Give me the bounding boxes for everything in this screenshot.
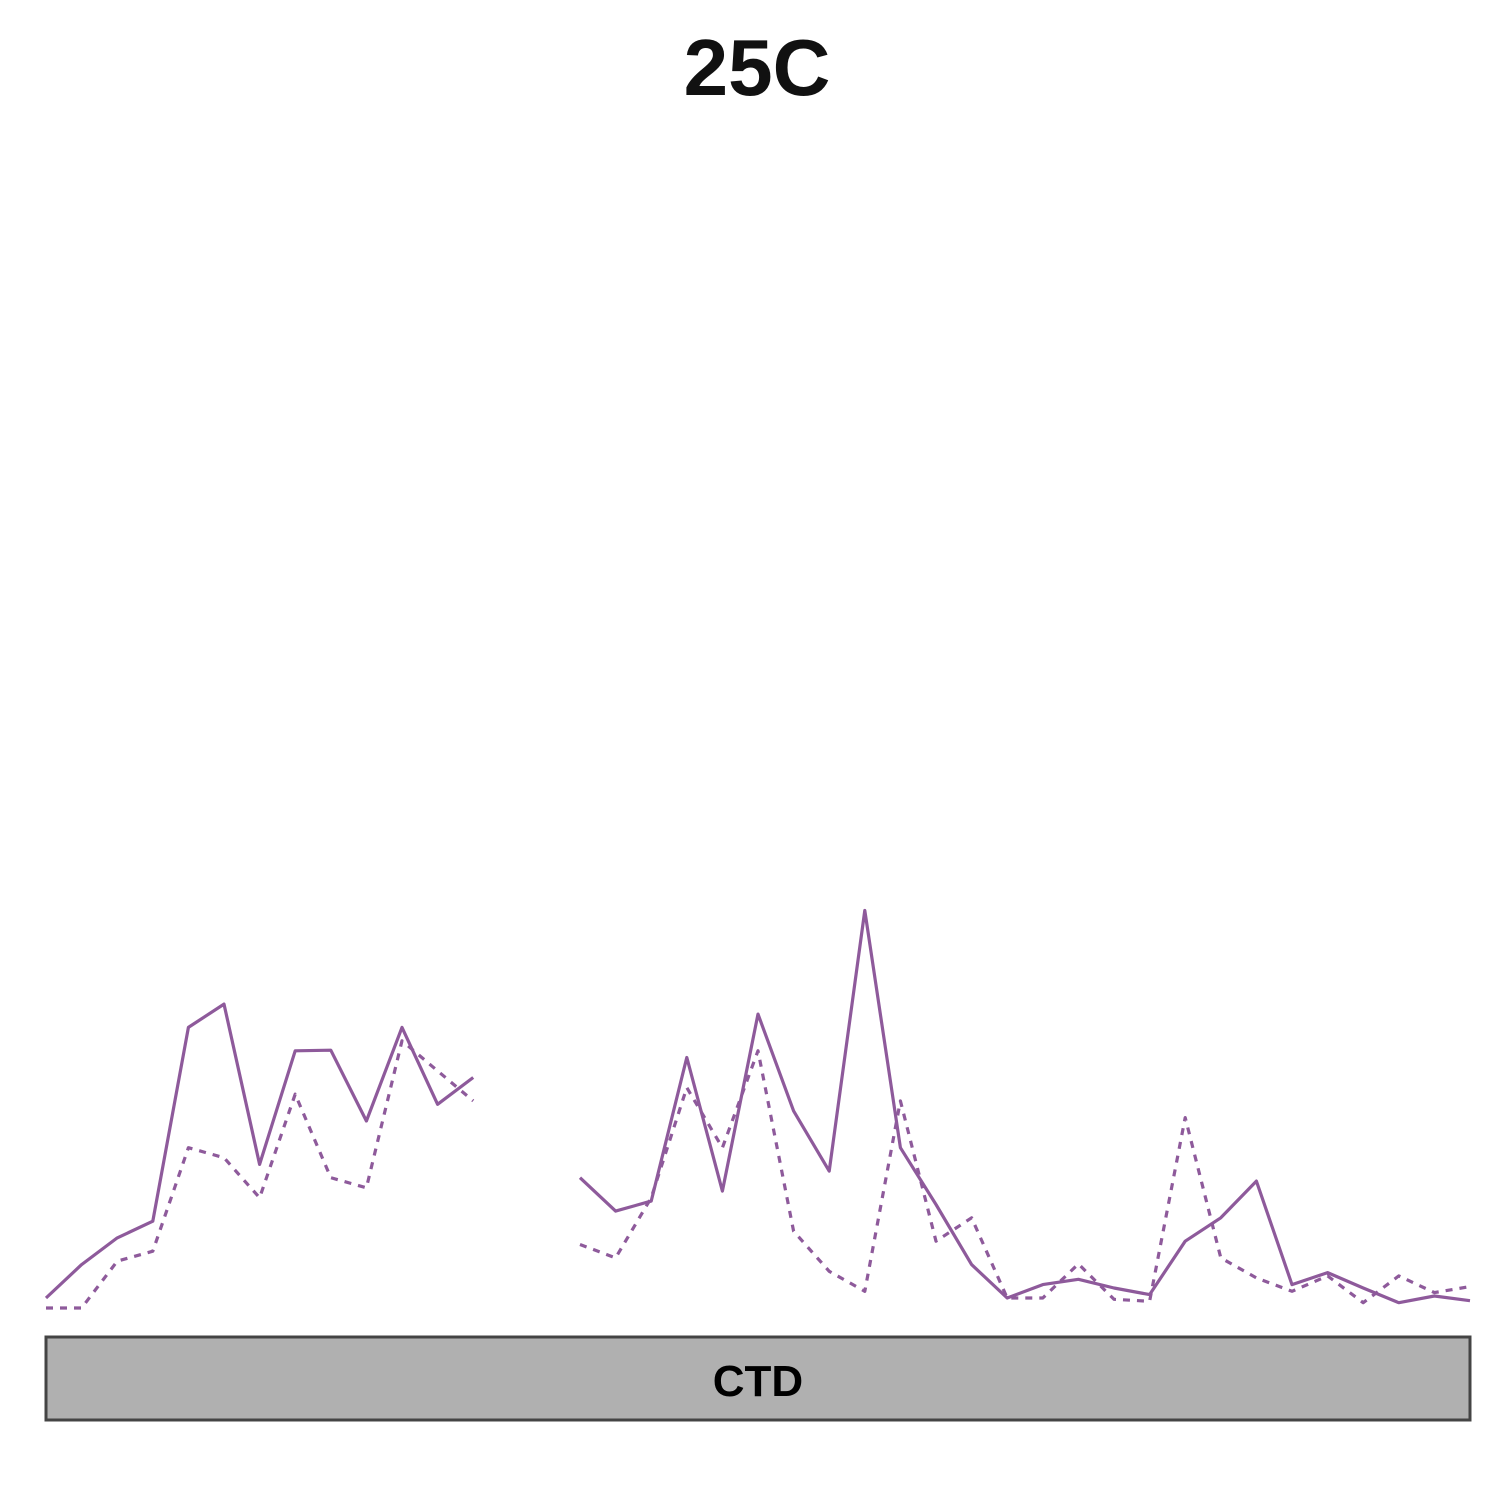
ctd-domain-bar	[44, 1335, 1472, 1422]
dashed-series-line-segment-1	[46, 1039, 475, 1310]
chart-title: 25C	[684, 23, 831, 112]
solid-series-line-segment-1	[44, 1002, 475, 1300]
dashed-series-line-segment-2	[579, 1049, 1471, 1305]
series-layer	[44, 908, 1471, 1310]
solid-series-line-segment-2	[578, 908, 1471, 1305]
ctd-domain-label: CTD	[713, 1357, 803, 1406]
